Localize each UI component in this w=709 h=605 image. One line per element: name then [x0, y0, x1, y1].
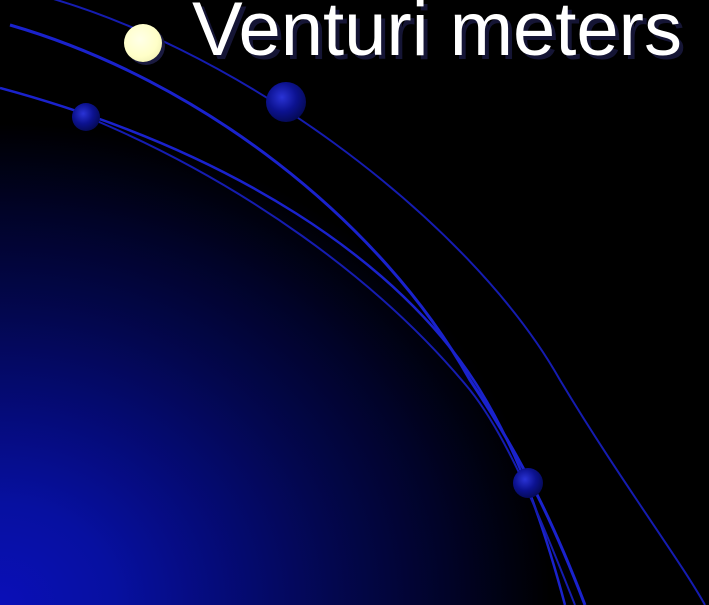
bullet-item: Venturi meters: [0, 0, 709, 95]
orb-large: [266, 82, 306, 122]
arc-inner: [84, 115, 576, 605]
orb-lower: [513, 468, 543, 498]
bullet-dot-icon: [124, 24, 162, 62]
arc-outer: [53, 0, 706, 605]
arc-second: [9, 23, 587, 605]
orb-left: [72, 103, 100, 131]
bullet-text: Venturi meters: [192, 0, 682, 72]
